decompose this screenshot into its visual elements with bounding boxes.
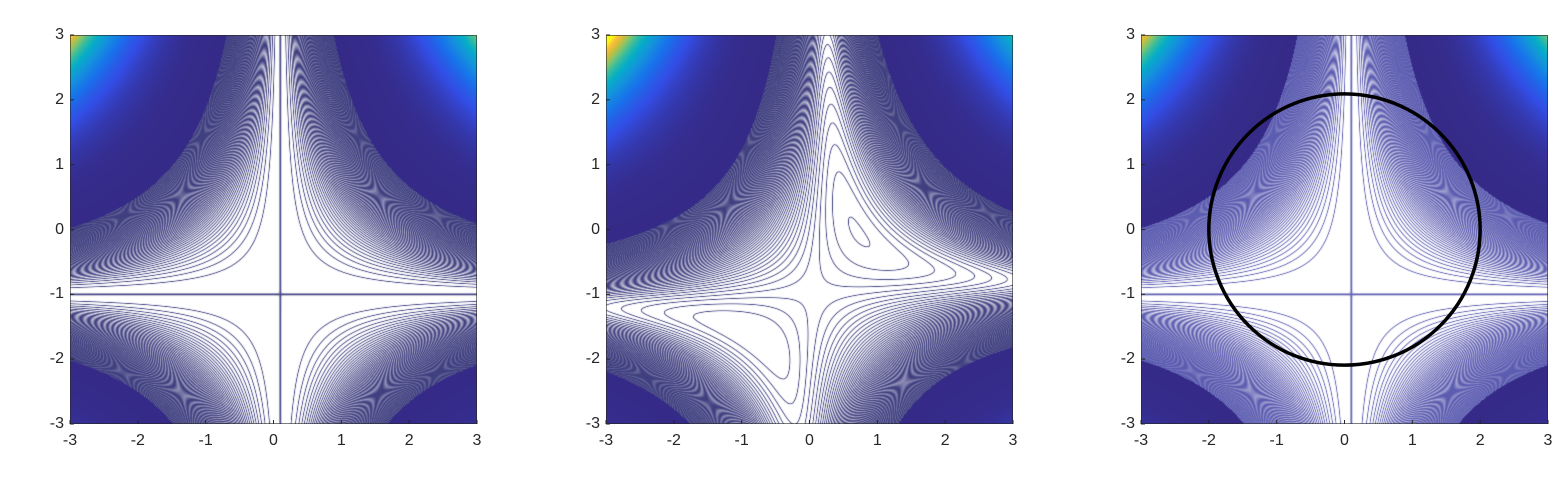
y-tick-label: -1 xyxy=(585,285,600,303)
x-tick-label: 0 xyxy=(805,432,814,449)
y-tick-label: 3 xyxy=(591,26,600,43)
y-tick-label: -2 xyxy=(585,350,600,368)
x-tick-label: 1 xyxy=(872,432,882,449)
y-tick-label: 2 xyxy=(591,90,600,108)
y-tick-label: 2 xyxy=(1126,90,1135,108)
y-tick-label: 3 xyxy=(55,26,64,43)
contour-plot-2: -3 -2 -1 0 1 2 3 -3 -2 -1 0 1 2 3 xyxy=(586,26,1018,449)
y-tick-label: -2 xyxy=(1120,350,1135,368)
axes-box xyxy=(70,35,477,424)
y-tick-label: 2 xyxy=(55,90,64,108)
x-tick-label: -3 xyxy=(598,432,614,449)
y-tick-label: -1 xyxy=(1120,285,1135,303)
y-tick-label: 1 xyxy=(1126,155,1135,173)
x-tick-label: -3 xyxy=(1133,432,1149,449)
x-tick-label: 2 xyxy=(940,432,950,449)
y-tick-label: 1 xyxy=(55,155,64,173)
overlay-circle xyxy=(1207,92,1482,367)
axes xyxy=(605,34,1014,425)
x-tick-label: -3 xyxy=(62,432,78,449)
axes-box xyxy=(606,35,1013,424)
y-tick-label: -3 xyxy=(49,415,64,432)
y-tick-label: 0 xyxy=(55,220,64,238)
x-tick-label: -2 xyxy=(130,432,145,449)
x-tick-label: 1 xyxy=(336,432,346,449)
y-tick-label: 0 xyxy=(1126,220,1135,238)
y-tick-label: -2 xyxy=(49,350,64,368)
axes xyxy=(1140,34,1549,425)
contour-field xyxy=(606,35,1013,424)
y-tick-label: 1 xyxy=(591,155,600,173)
x-tick-label: 1 xyxy=(1407,432,1417,449)
x-tick-label: 3 xyxy=(1008,432,1018,449)
x-tick-label: 2 xyxy=(404,432,414,449)
x-tick-label: 0 xyxy=(1340,432,1349,449)
contour-plot-1: -3 -2 -1 0 1 2 3 -3 -2 -1 0 1 2 3 xyxy=(50,26,482,449)
contour-field xyxy=(70,35,477,424)
x-tick-label: 0 xyxy=(269,432,278,449)
y-tick-label: -3 xyxy=(1120,415,1135,432)
x-tick-label: -1 xyxy=(734,432,749,449)
y-tick-label: 3 xyxy=(1126,26,1135,43)
axes xyxy=(69,34,478,425)
x-tick-label: 3 xyxy=(472,432,482,449)
x-tick-label: -1 xyxy=(198,432,213,449)
y-tick-label: -3 xyxy=(585,415,600,432)
x-tick-label: -2 xyxy=(1201,432,1216,449)
x-tick-label: 3 xyxy=(1543,432,1553,449)
y-tick-label: 0 xyxy=(591,220,600,238)
x-tick-label: 2 xyxy=(1475,432,1485,449)
y-tick-label: -1 xyxy=(49,285,64,303)
x-tick-label: -2 xyxy=(666,432,681,449)
x-tick-label: -1 xyxy=(1269,432,1284,449)
contour-plot-3: -3 -2 -1 0 1 2 3 -3 -2 -1 0 1 2 3 xyxy=(1121,26,1553,449)
